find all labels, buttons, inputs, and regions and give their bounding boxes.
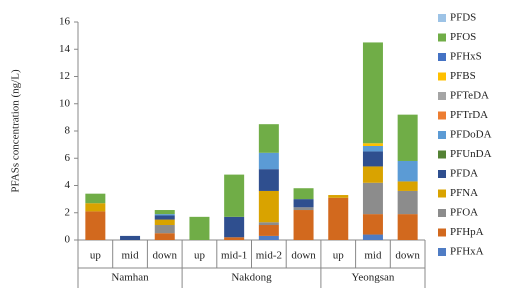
bar-segment <box>397 114 418 161</box>
bar-segment <box>258 225 279 236</box>
legend-label: PFDS <box>450 12 476 24</box>
y-tick-label: 14 <box>59 43 71 55</box>
x-tick-label: down <box>395 250 420 262</box>
y-tick-label: 16 <box>59 16 71 28</box>
legend-label: PFOA <box>450 207 478 219</box>
bar-segment <box>293 207 314 211</box>
legend-label: PFNA <box>450 187 478 199</box>
legend-label: PFTeDA <box>450 90 489 102</box>
legend-swatch <box>438 131 446 139</box>
y-tick-label: 6 <box>65 152 71 164</box>
bar-segment <box>328 195 349 198</box>
legend-label: PFUnDA <box>450 148 492 160</box>
bar-segment <box>154 214 175 216</box>
bar-segment <box>258 124 279 153</box>
bar-segment <box>224 174 245 217</box>
y-tick-label: 12 <box>59 70 70 82</box>
bar-segment <box>293 188 314 200</box>
bar-segment <box>85 193 106 204</box>
legend-swatch <box>438 170 446 178</box>
legend-swatch <box>438 189 446 198</box>
bar-segment <box>154 225 175 234</box>
bar-segment <box>85 203 106 212</box>
bar-segment <box>397 190 418 215</box>
legend-label: PFHxS <box>450 51 482 63</box>
y-tick-label: 4 <box>65 179 71 191</box>
x-tick-label: mid-2 <box>256 250 282 262</box>
bar-segment <box>362 42 383 144</box>
bar-segment <box>362 145 383 152</box>
y-tick-label: 8 <box>65 125 71 137</box>
bar-segment <box>293 210 314 240</box>
x-tick-label: mid <box>364 250 382 262</box>
bar-segment <box>397 181 418 191</box>
legend-swatch <box>438 14 446 22</box>
bar-segment <box>362 182 383 215</box>
bar-segment <box>258 222 279 226</box>
x-tick-label: up <box>333 250 345 262</box>
y-axis-title: PFASs concentration (ng/L) <box>10 69 22 193</box>
legend-swatch <box>438 209 446 217</box>
bar-segment <box>362 166 383 183</box>
bar-segment <box>85 211 106 240</box>
bar-segment <box>258 169 279 191</box>
bar-segment <box>154 233 175 240</box>
x-tick-label: up <box>194 250 206 262</box>
bar-segment <box>362 151 383 167</box>
bar-segment <box>258 190 279 223</box>
legend-label: PFDoDA <box>450 129 492 141</box>
bar-segment <box>224 237 245 240</box>
bar-segment <box>258 235 279 240</box>
group-label: Nakdong <box>231 272 272 284</box>
bar-segment <box>224 216 245 238</box>
x-tick-label: mid <box>121 250 139 262</box>
legend-swatch <box>438 53 446 61</box>
bar-segment <box>328 197 349 240</box>
bar-segment <box>362 143 383 146</box>
legend-label: PFHxA <box>450 246 484 258</box>
x-tick-label: mid-1 <box>221 250 247 262</box>
y-tick-label: 0 <box>65 234 71 246</box>
bar-segment <box>258 152 279 170</box>
legend-swatch <box>438 228 446 237</box>
legend-swatch <box>438 248 446 256</box>
bar-segment <box>154 210 175 215</box>
y-tick-label: 10 <box>59 97 71 109</box>
bar-segment <box>397 214 418 240</box>
group-label: Yeongsan <box>352 272 395 284</box>
legend-swatch <box>438 92 446 100</box>
bar-segment <box>154 219 175 226</box>
bar-segment <box>362 214 383 235</box>
legend-label: PFTrDA <box>450 109 488 121</box>
bar-segment <box>362 234 383 240</box>
x-tick-label: down <box>153 250 178 262</box>
bar-segment <box>154 215 175 220</box>
x-tick-label: down <box>291 250 316 262</box>
bar-segment <box>293 199 314 208</box>
legend-label: PFBS <box>450 70 476 82</box>
group-label: Namhan <box>111 272 149 284</box>
legend-label: PFHpA <box>450 226 484 238</box>
legend-swatch <box>438 150 446 159</box>
bar-segment <box>189 216 210 240</box>
legend-swatch <box>438 111 446 120</box>
legend-swatch <box>438 33 446 42</box>
legend-label: PFDA <box>450 168 478 180</box>
bar-segment <box>120 235 141 240</box>
y-tick-label: 2 <box>65 206 71 218</box>
legend-label: PFOS <box>450 31 476 43</box>
x-tick-label: up <box>90 250 102 262</box>
bar-segment <box>397 160 418 182</box>
legend-swatch <box>438 72 446 81</box>
